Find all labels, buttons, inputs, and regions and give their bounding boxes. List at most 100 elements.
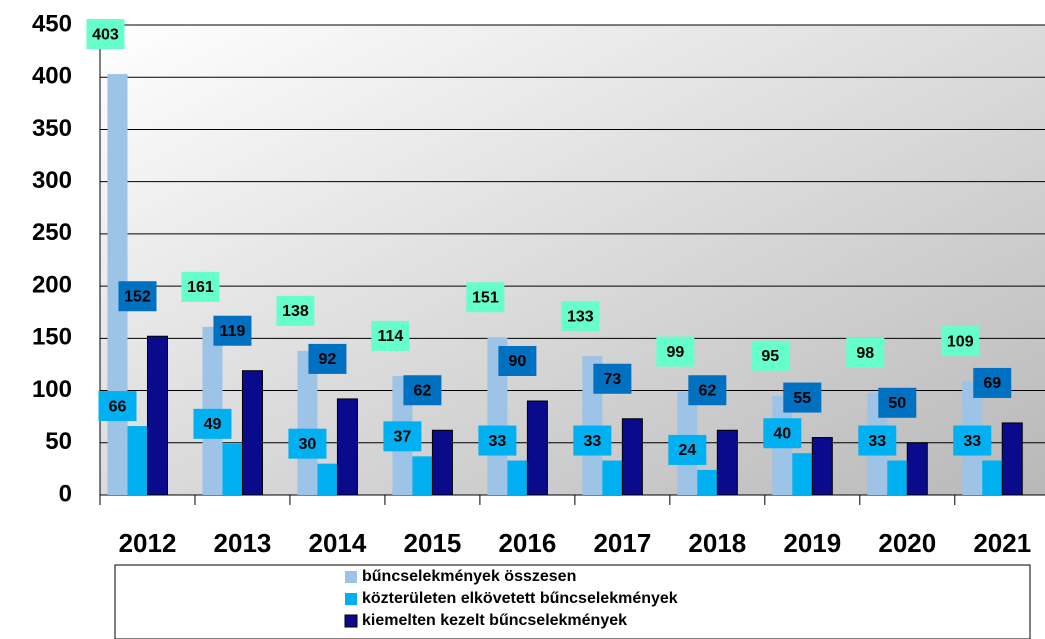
data-label: 62	[698, 382, 716, 399]
data-label-box	[276, 295, 315, 326]
data-label-box	[371, 320, 410, 351]
data-label: 151	[472, 290, 499, 307]
x-tick-label: 2016	[498, 528, 556, 558]
y-tick-label: 200	[32, 271, 72, 298]
data-label: 152	[124, 288, 151, 305]
bar	[507, 460, 528, 495]
bar	[697, 469, 718, 495]
bar	[412, 456, 433, 495]
data-label: 66	[109, 398, 127, 415]
x-tick-label: 2018	[688, 528, 746, 558]
bar	[792, 453, 813, 495]
y-tick-label: 350	[32, 115, 72, 142]
data-label: 62	[414, 382, 432, 399]
data-label: 95	[761, 348, 779, 365]
data-label-box	[668, 434, 707, 465]
data-label-box	[466, 282, 505, 313]
y-tick-label: 100	[32, 376, 72, 403]
data-label: 40	[773, 425, 791, 442]
data-label-box	[783, 382, 822, 413]
data-label-box	[763, 418, 802, 449]
x-tick-label: 2013	[214, 528, 272, 558]
data-label: 37	[394, 429, 412, 446]
data-label-box	[878, 387, 917, 418]
bar	[887, 460, 908, 495]
data-label: 403	[92, 26, 119, 43]
y-tick-label: 150	[32, 324, 72, 351]
data-label-box	[751, 340, 790, 371]
data-label: 33	[868, 433, 886, 450]
bar	[297, 350, 318, 495]
data-label-box	[688, 375, 727, 406]
data-label-box	[953, 425, 992, 456]
data-label: 33	[488, 433, 506, 450]
x-tick-label: 2012	[119, 528, 177, 558]
x-tick-label: 2014	[309, 528, 367, 558]
bar	[621, 418, 643, 496]
data-label: 133	[567, 308, 594, 325]
bar	[317, 463, 338, 495]
data-label-box	[846, 337, 885, 368]
data-label: 92	[319, 351, 337, 368]
bar	[127, 426, 148, 495]
bar	[602, 460, 623, 495]
data-label: 69	[983, 375, 1001, 392]
data-label-box	[858, 425, 897, 456]
bar	[336, 398, 358, 496]
data-label: 50	[888, 395, 906, 412]
bar	[146, 335, 168, 496]
x-tick-label: 2020	[878, 528, 936, 558]
data-label: 24	[678, 442, 696, 459]
bar	[487, 337, 508, 495]
legend-label: bűncselekmények összesen	[362, 568, 576, 585]
data-label-box	[403, 375, 442, 406]
data-label: 90	[508, 353, 526, 370]
data-label-box	[573, 425, 612, 456]
data-label: 73	[603, 371, 621, 388]
legend-label: kiemelten kezelt bűncselekmények	[362, 612, 627, 629]
data-label-box	[181, 271, 220, 302]
bar	[222, 443, 243, 495]
y-tick-label: 400	[32, 63, 72, 90]
data-label-box	[593, 363, 632, 394]
plot-area	[100, 25, 1045, 495]
bar	[241, 370, 263, 496]
data-label: 98	[856, 345, 874, 362]
legend-swatch	[345, 593, 357, 605]
data-label: 55	[793, 390, 811, 407]
data-label: 99	[666, 344, 684, 361]
y-tick-label: 50	[45, 428, 72, 455]
x-tick-label: 2021	[973, 528, 1031, 558]
x-tick-label: 2017	[593, 528, 651, 558]
y-tick-label: 0	[59, 480, 72, 507]
data-label: 33	[963, 433, 981, 450]
bar	[107, 74, 128, 495]
legend-label: közterületen elkövetett bűncselekmények	[362, 590, 678, 607]
data-label: 138	[282, 303, 309, 320]
y-tick-label: 450	[32, 10, 72, 37]
data-label: 109	[947, 333, 974, 350]
data-label: 33	[583, 433, 601, 450]
bar	[431, 429, 453, 496]
data-label: 114	[378, 328, 404, 345]
bar	[906, 442, 928, 496]
bar	[982, 460, 1003, 495]
data-label: 161	[187, 279, 214, 296]
data-label-box	[213, 315, 252, 346]
legend-swatch	[345, 571, 357, 583]
data-label-box	[656, 336, 695, 367]
bar	[1001, 422, 1023, 496]
data-label-box	[86, 19, 125, 50]
legend-swatch	[344, 614, 358, 628]
x-tick-label: 2015	[403, 528, 461, 558]
data-label-box	[288, 428, 327, 459]
data-label-box	[498, 346, 537, 376]
x-tick-label: 2019	[783, 528, 841, 558]
data-label: 49	[204, 416, 222, 433]
data-label: 30	[299, 436, 317, 453]
data-label-box	[193, 408, 232, 439]
data-label-box	[941, 326, 980, 357]
data-label-box	[98, 391, 137, 422]
y-tick-label: 250	[32, 219, 72, 246]
